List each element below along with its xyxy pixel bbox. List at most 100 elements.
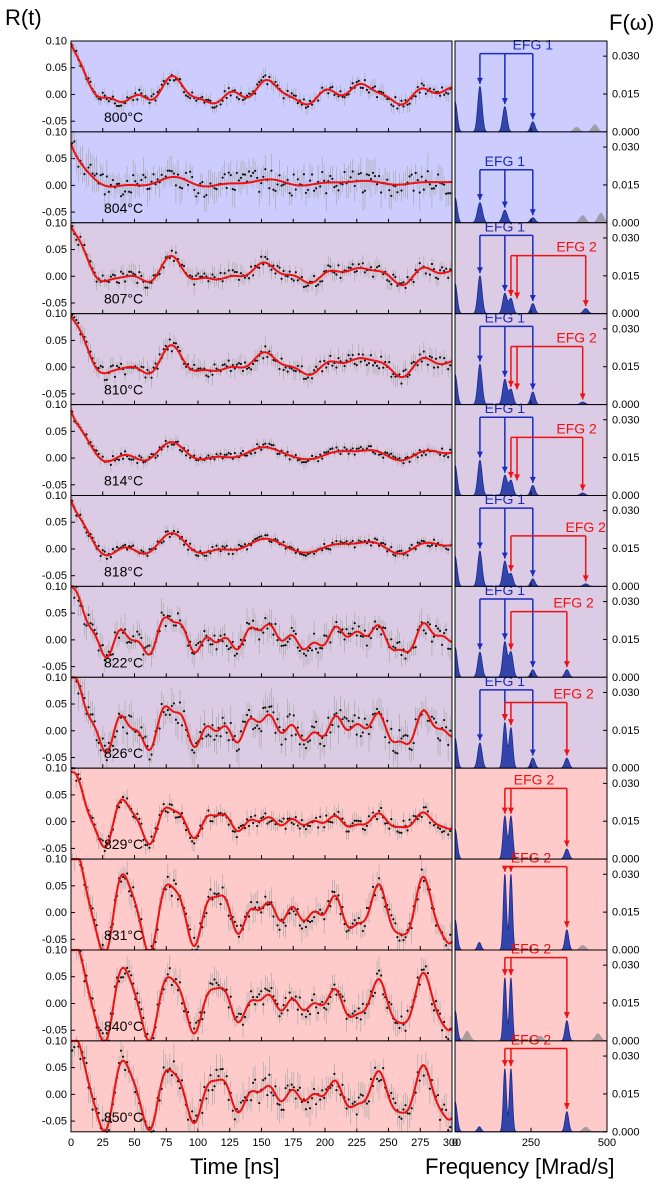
data-point bbox=[369, 445, 373, 448]
data-point bbox=[436, 737, 440, 740]
y-tick-label: -0.05 bbox=[42, 752, 67, 764]
data-point bbox=[445, 547, 448, 550]
data-point bbox=[355, 1016, 358, 1019]
data-point bbox=[410, 1107, 413, 1110]
data-point bbox=[373, 175, 377, 178]
data-point bbox=[386, 719, 389, 723]
data-point bbox=[386, 550, 389, 553]
data-point bbox=[199, 1099, 202, 1102]
data-point bbox=[312, 726, 316, 729]
data-point bbox=[182, 1010, 186, 1013]
data-point bbox=[148, 101, 151, 104]
data-point bbox=[351, 627, 354, 630]
spectrum-area bbox=[454, 459, 607, 496]
data-point bbox=[101, 1032, 104, 1035]
data-point bbox=[219, 103, 222, 106]
data-point bbox=[400, 1015, 403, 1018]
data-point bbox=[182, 543, 186, 546]
data-point bbox=[203, 629, 206, 633]
data-point bbox=[308, 647, 312, 650]
data-point bbox=[278, 819, 281, 822]
data-point bbox=[329, 354, 332, 358]
data-point bbox=[130, 641, 133, 644]
data-point bbox=[347, 830, 350, 833]
data-point bbox=[195, 195, 198, 198]
efg-label: EFG 1 bbox=[485, 218, 526, 234]
y-tick-label: 0.10 bbox=[46, 126, 67, 138]
data-point bbox=[249, 990, 253, 993]
data-point bbox=[288, 637, 291, 640]
data-point bbox=[325, 814, 328, 817]
data-point bbox=[359, 1093, 362, 1096]
data-point bbox=[447, 276, 450, 279]
data-point bbox=[215, 893, 218, 896]
data-point bbox=[115, 546, 119, 549]
data-point bbox=[355, 733, 358, 736]
data-point bbox=[310, 919, 314, 923]
data-point bbox=[371, 171, 375, 174]
data-point bbox=[357, 1096, 360, 1099]
data-point bbox=[282, 183, 285, 186]
data-point bbox=[117, 104, 121, 108]
data-point bbox=[233, 1118, 236, 1121]
efg2-marker: EFG 2 bbox=[507, 420, 597, 491]
data-point bbox=[447, 368, 450, 371]
data-point bbox=[193, 1119, 196, 1122]
data-point bbox=[85, 433, 88, 436]
data-point bbox=[371, 713, 375, 716]
data-point bbox=[262, 357, 265, 360]
data-point bbox=[249, 815, 253, 819]
data-point bbox=[345, 930, 348, 933]
data-point bbox=[75, 779, 78, 782]
data-point bbox=[343, 170, 346, 174]
data-point bbox=[365, 88, 369, 91]
data-point bbox=[264, 706, 267, 709]
data-point bbox=[264, 345, 267, 348]
data-point bbox=[447, 833, 450, 836]
data-point bbox=[436, 277, 440, 280]
data-point bbox=[256, 359, 259, 362]
data-point bbox=[184, 171, 188, 175]
data-point bbox=[256, 83, 259, 86]
data-point bbox=[325, 451, 328, 454]
data-point bbox=[170, 1074, 173, 1077]
data-point bbox=[174, 251, 178, 254]
data-point bbox=[178, 448, 182, 452]
data-point bbox=[280, 743, 283, 746]
data-point bbox=[209, 735, 212, 738]
data-point bbox=[359, 735, 362, 738]
data-point bbox=[180, 1079, 184, 1082]
data-point bbox=[266, 710, 269, 713]
data-point bbox=[209, 982, 212, 985]
data-point bbox=[367, 539, 371, 542]
data-point bbox=[447, 743, 450, 747]
data-point bbox=[440, 1029, 444, 1032]
data-point bbox=[252, 274, 255, 277]
data-point bbox=[371, 995, 375, 998]
data-point bbox=[140, 365, 143, 368]
data-point bbox=[333, 93, 336, 97]
data-point bbox=[270, 819, 273, 823]
data-point bbox=[353, 1100, 356, 1104]
data-point bbox=[418, 353, 421, 356]
data-point bbox=[357, 716, 360, 719]
data-point bbox=[357, 79, 360, 82]
y-tick-label: 0.05 bbox=[46, 335, 67, 347]
data-point bbox=[193, 751, 196, 754]
data-point bbox=[390, 283, 393, 286]
data-point bbox=[378, 1080, 381, 1083]
data-point bbox=[290, 92, 293, 95]
data-point bbox=[284, 366, 287, 369]
data-point bbox=[205, 275, 208, 278]
data-point bbox=[331, 723, 334, 727]
data-point bbox=[268, 187, 271, 190]
data-point bbox=[75, 238, 78, 241]
data-point bbox=[438, 1118, 442, 1121]
data-point bbox=[221, 280, 224, 283]
data-point bbox=[256, 443, 259, 446]
data-point bbox=[288, 458, 291, 461]
data-point bbox=[89, 621, 92, 625]
data-point bbox=[264, 812, 267, 815]
data-point bbox=[426, 719, 429, 722]
